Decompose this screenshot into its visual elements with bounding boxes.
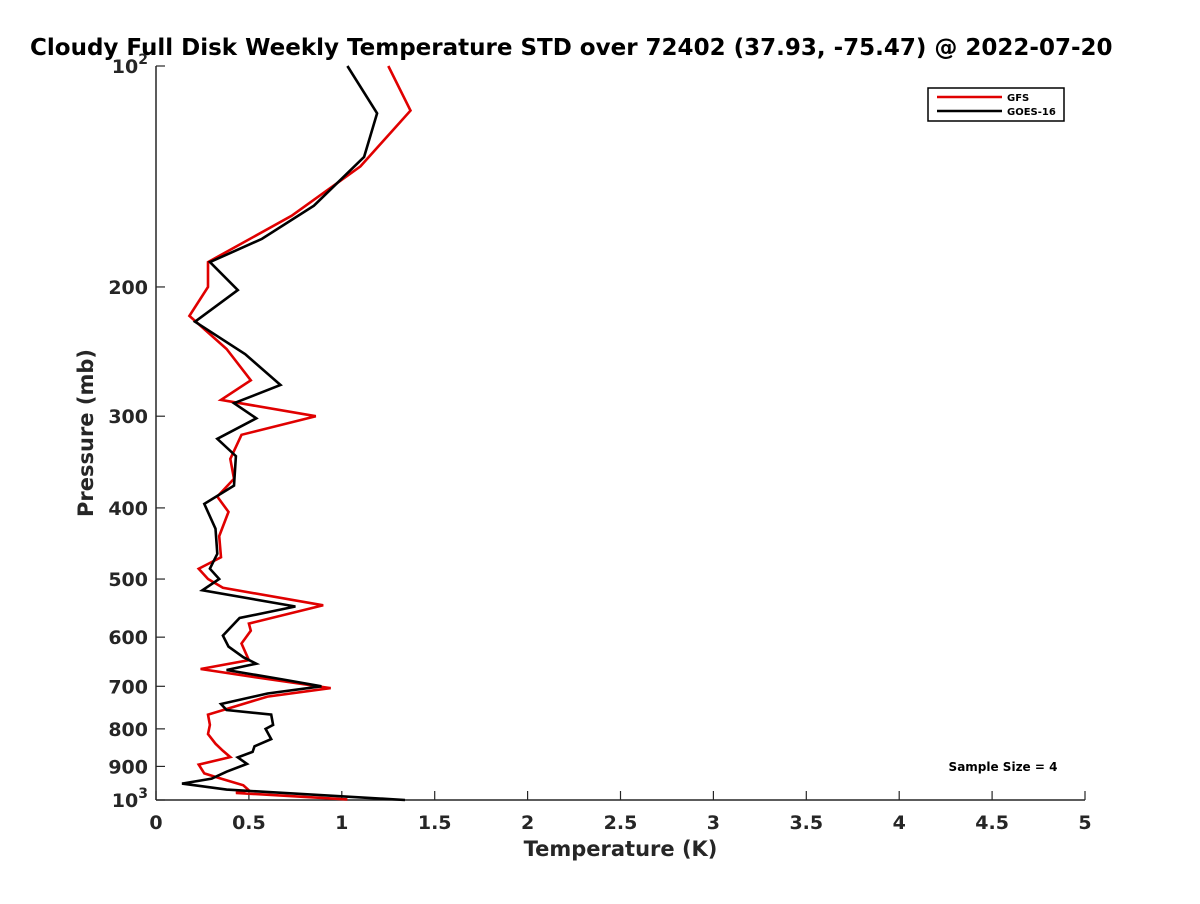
x-tick-label: 4 — [893, 812, 906, 834]
chart-title: Cloudy Full Disk Weekly Temperature STD … — [30, 35, 1113, 61]
series-lines — [181, 65, 413, 802]
x-tick-label: 1 — [335, 812, 348, 834]
y-tick-label: 600 — [108, 627, 148, 649]
sample-size-annotation: Sample Size = 4 — [949, 760, 1058, 774]
x-tick-label: 3 — [707, 812, 720, 834]
x-tick-label: 2 — [521, 812, 534, 834]
y-tick-label-power: 103 — [112, 786, 148, 812]
y-tick-label: 400 — [108, 498, 148, 520]
y-axis-label: Pressure (mb) — [74, 349, 98, 517]
y-tick-label: 200 — [108, 277, 148, 299]
x-tick-label: 3.5 — [789, 812, 823, 834]
x-tick-label: 0 — [149, 812, 162, 834]
x-axis-label: Temperature (K) — [524, 837, 718, 861]
legend-label: GOES-16 — [1007, 107, 1056, 118]
x-tick-label: 2.5 — [604, 812, 638, 834]
x-tick-label: 5 — [1078, 812, 1091, 834]
x-tick-label: 0.5 — [232, 812, 266, 834]
legend-box — [927, 87, 1065, 122]
legend-label: GFS — [1007, 93, 1029, 104]
x-tick-label: 1.5 — [418, 812, 452, 834]
y-tick-label: 800 — [108, 719, 148, 741]
series-line-gfs — [187, 65, 413, 801]
series-line-goes-16 — [181, 65, 406, 802]
legend: GFS GOES-16 — [927, 87, 1065, 122]
y-tick-label: 900 — [108, 756, 148, 778]
y-tick-label: 300 — [108, 406, 148, 428]
axes: 0 0.5 1 1.5 2 2.5 3 3.5 4 4.5 5 102 200 300 400 500 600 7… — [108, 52, 1091, 834]
y-tick-label: 500 — [108, 569, 148, 591]
y-tick-label: 700 — [108, 676, 148, 698]
x-tick-label: 4.5 — [975, 812, 1009, 834]
y-tick-label-power: 102 — [112, 52, 148, 78]
